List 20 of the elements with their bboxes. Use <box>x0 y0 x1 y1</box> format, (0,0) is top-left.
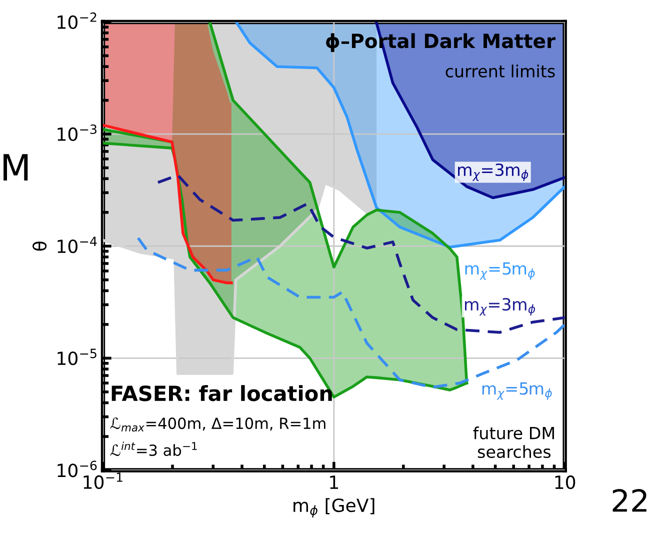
text: 22 <box>612 489 646 512</box>
series-label: m$_{χ}$=5m$_{ϕ}$ <box>465 262 535 280</box>
y-tick-label: 10$^{−3}$ <box>58 124 96 142</box>
x-tick-label: 10 <box>555 475 576 490</box>
annotation: ℒ$^{int}$=3 ab$^{−1}$ <box>110 442 197 456</box>
x-axis-title: m$_{ϕ}$ [GeV] <box>294 498 374 518</box>
y-tick-label: 10$^{−5}$ <box>58 348 96 366</box>
series-label: m$_{χ}$=3m$_{ϕ}$ <box>458 163 528 181</box>
y-tick-label: 10$^{−2}$ <box>58 12 96 29</box>
annotation: FASER: far location <box>112 385 332 402</box>
y-tick-label: 10$^{−4}$ <box>58 236 97 254</box>
x-tick-label: 1 <box>330 476 338 489</box>
series-label: m$_{χ}$=3m$_{ϕ}$ <box>464 298 536 316</box>
y-axis-title: θ <box>32 242 47 251</box>
series-label: m$_{χ}$=5m$_{ϕ}$ <box>482 382 552 400</box>
text: M <box>4 154 28 180</box>
x-tick-label: 10$^{−1}$ <box>84 472 122 489</box>
annotation: current limits <box>446 64 555 78</box>
annotation: future DM searches <box>473 426 554 458</box>
annotation: ℒ$_{max}$=400m, Δ=10m, R=1m <box>110 418 326 432</box>
